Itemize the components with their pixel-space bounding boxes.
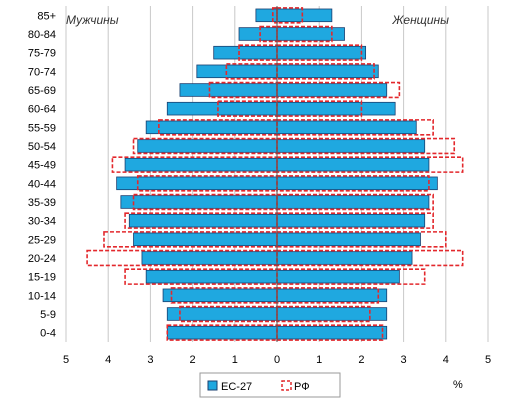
rf-female-bar <box>276 268 426 285</box>
category-label: 50-54 <box>28 141 56 153</box>
legend-swatch-eu <box>207 380 218 391</box>
eu-male-bar <box>124 157 278 172</box>
eu-female-bar <box>276 45 367 60</box>
eu-female-bar <box>276 269 400 284</box>
eu-female-bar <box>276 232 421 247</box>
eu-female-bar <box>276 325 388 340</box>
category-label: 15-19 <box>28 272 56 284</box>
rf-female-bar <box>276 193 434 211</box>
category-label: 70-74 <box>28 66 56 78</box>
legend-frame <box>199 372 341 398</box>
x-tick-label: 5 <box>63 354 69 366</box>
eu-male-bar <box>145 120 278 135</box>
bars-layer <box>86 6 464 342</box>
eu-female-bar <box>276 8 333 23</box>
eu-male-bar <box>120 195 278 209</box>
eu-male-bar <box>133 232 278 247</box>
x-tick-label: 1 <box>316 354 322 366</box>
rf-male-bar <box>86 249 278 267</box>
eu-male-bar <box>179 83 278 97</box>
eu-female-bar <box>276 213 426 228</box>
eu-male-bar <box>196 64 278 79</box>
category-label: 10-14 <box>28 290 56 302</box>
rf-female-bar <box>276 100 363 117</box>
category-label: 30-34 <box>28 216 56 228</box>
right-side-label: Женщины <box>391 13 449 27</box>
rf-male-bar <box>158 119 278 136</box>
eu-male-bar <box>116 176 278 191</box>
x-tick-label: 2 <box>190 354 196 366</box>
rf-male-bar <box>111 156 278 173</box>
eu-female-bar <box>276 139 426 153</box>
eu-female-bar <box>276 288 388 303</box>
category-label: 80-84 <box>28 29 56 41</box>
eu-female-bar <box>276 83 388 97</box>
rf-female-bar <box>276 119 434 136</box>
labels-layer: 5 4 3 2 1 0 1 2 3 4 5 85+ 80-84 75-79 70-74 65-69 60-64 5… <box>28 10 491 366</box>
x-tick-label: 2 <box>358 354 364 366</box>
eu-male-bar <box>137 139 278 153</box>
category-label: 35-39 <box>28 197 56 209</box>
eu-male-bar <box>145 269 278 284</box>
eu-male-bar <box>128 213 278 228</box>
x-tick-label: 1 <box>232 354 238 366</box>
eu-male-bar <box>141 251 278 265</box>
x-tick-label: 4 <box>105 354 111 366</box>
eu-female-bar <box>276 64 379 79</box>
category-label: 85+ <box>37 10 56 22</box>
legend-swatch-rf <box>281 380 292 391</box>
eu-male-bar <box>166 325 278 340</box>
category-label: 55-59 <box>28 122 56 134</box>
category-label: 25-29 <box>28 234 56 246</box>
category-label: 45-49 <box>28 160 56 172</box>
x-tick-label: 3 <box>147 354 153 366</box>
x-tick-label: 0 <box>274 354 280 366</box>
eu-female-bar <box>276 101 396 116</box>
legend-label-rf: РФ <box>294 381 310 393</box>
legend: ЕС-27 РФ <box>199 372 341 398</box>
legend-label-eu: ЕС-27 <box>221 381 252 393</box>
category-label: 5-9 <box>40 309 56 321</box>
eu-male-bar <box>238 27 278 41</box>
eu-female-bar <box>276 120 417 135</box>
x-tick-label: 3 <box>401 354 407 366</box>
eu-male-bar <box>166 101 278 116</box>
category-label: 40-44 <box>28 178 56 190</box>
rf-male-bar <box>225 63 278 80</box>
eu-female-bar <box>276 195 430 209</box>
category-label: 0-4 <box>40 328 56 340</box>
eu-female-bar <box>276 176 438 191</box>
rf-female-bar <box>276 212 434 229</box>
rf-female-bar <box>276 44 363 61</box>
category-label: 60-64 <box>28 104 56 116</box>
rf-male-bar <box>271 7 278 24</box>
category-label: 65-69 <box>28 85 56 97</box>
left-side-label: Мужчины <box>66 13 119 27</box>
x-tick-label: 5 <box>485 354 491 366</box>
category-label: 20-24 <box>28 253 56 265</box>
category-label: 75-79 <box>28 48 56 60</box>
x-tick-label: 4 <box>443 354 449 366</box>
eu-male-bar <box>162 288 278 303</box>
eu-female-bar <box>276 251 413 265</box>
eu-male-bar <box>166 307 278 321</box>
eu-female-bar <box>276 27 345 41</box>
x-axis-label: % <box>453 379 463 391</box>
eu-male-bar <box>255 8 278 23</box>
eu-male-bar <box>213 45 278 60</box>
eu-female-bar <box>276 157 430 172</box>
